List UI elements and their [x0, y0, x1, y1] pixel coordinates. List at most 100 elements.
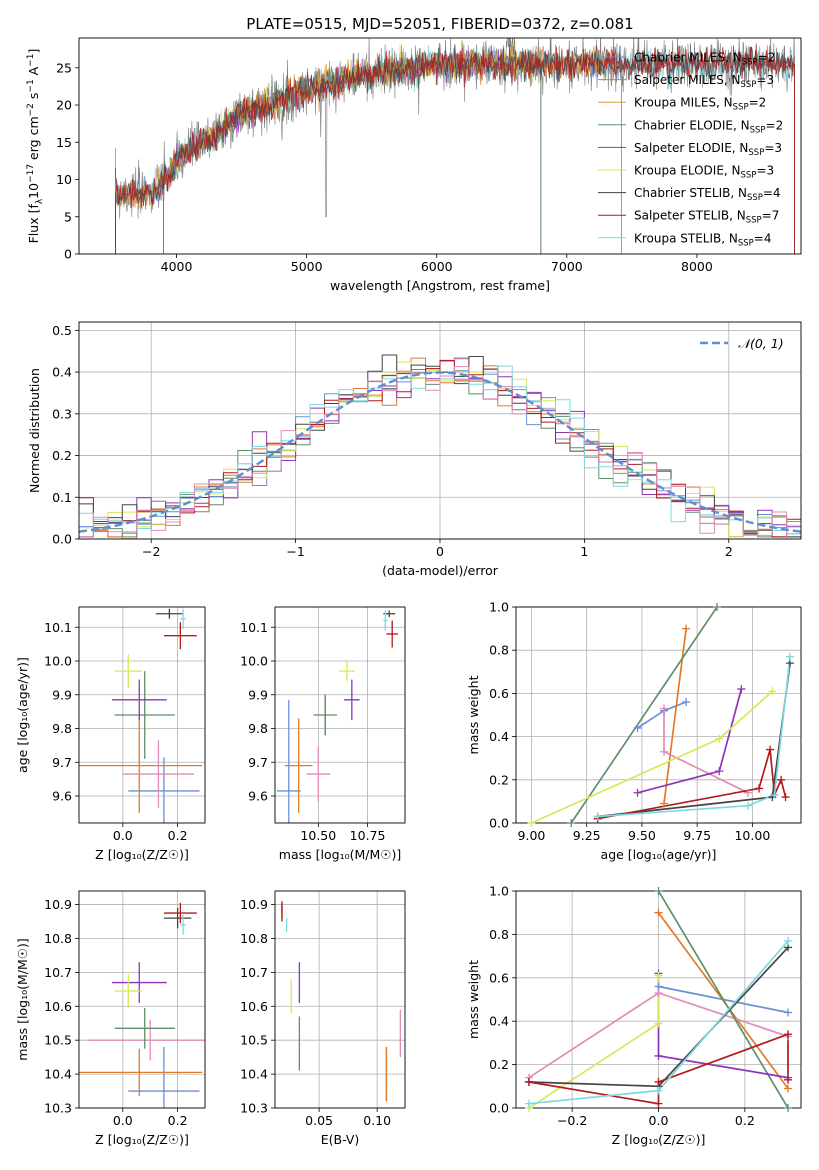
mass-vs-ebv-panel: 0.05 0.10 10.3 10.4 10.5 10.6 10.7 10.8 10.9 E(B-…	[240, 890, 406, 1147]
axes-frame	[274, 890, 406, 1109]
y-label-part: s	[26, 93, 41, 104]
weight-marker	[660, 799, 669, 808]
mass-weight-vs-metallicity-panel: −0.2 0.0 0.2 0.0 0.2 0.4 0.6 0.8 1.0 Z [log₁₀(Z/Z…	[466, 884, 802, 1147]
legend-value: =2	[749, 96, 767, 110]
legend-sub: SSP	[733, 103, 749, 113]
legend-name: Salpeter ELODIE, N	[634, 141, 748, 155]
x-tick-label: 7000	[551, 259, 583, 274]
weight-line-salpeter-stelib	[597, 749, 787, 820]
histogram-salpeter-stelib	[79, 359, 801, 538]
weight-marker	[785, 652, 794, 661]
x-tick-label: 8000	[681, 259, 713, 274]
y-tick-label: 5	[64, 209, 72, 224]
axes-frame	[78, 37, 802, 255]
y-axis-label: Normed distribution	[27, 368, 42, 493]
weight-marker	[766, 745, 775, 754]
legend-name: Kroupa ELODIE, N	[634, 164, 741, 178]
weight-marker	[660, 704, 669, 713]
x-axis-label: age [log₁₀(age/yr)]	[601, 847, 717, 862]
legend-sub: SSP	[748, 148, 764, 158]
y-axis-label: mass weight	[466, 960, 481, 1039]
legend-label: Salpeter STELIB, NSSP=7	[634, 209, 779, 226]
weight-line-kroupa-elodie	[528, 975, 660, 1108]
axes-frame	[515, 606, 802, 824]
plot-area	[79, 608, 203, 823]
weight-marker	[784, 1075, 793, 1084]
legend-value: =2	[758, 51, 776, 65]
legend-name: Chabrier STELIB, N	[634, 186, 747, 200]
legend-value: =3	[756, 73, 774, 87]
weight-marker	[524, 1099, 533, 1108]
y-tick-label: 9.7	[248, 755, 268, 770]
y-tick-label: 10.8	[44, 931, 72, 946]
histogram-pink	[79, 366, 801, 539]
weight-marker	[715, 734, 724, 743]
y-tick-label: 1.0	[489, 600, 509, 615]
y-tick-label: 0.4	[489, 1014, 509, 1029]
y-tick-label: 0.2	[52, 448, 72, 463]
legend-name: Chabrier MILES, N	[634, 51, 742, 65]
legend-value: =4	[763, 186, 781, 200]
x-tick-label: 0.10	[363, 1113, 391, 1128]
y-tick-label: 10.1	[44, 620, 72, 635]
y-tick-label: 10.0	[44, 654, 72, 669]
weight-marker	[743, 788, 752, 797]
y-tick-label: 0.0	[489, 816, 509, 831]
axes-frame	[274, 606, 406, 824]
y-tick-label: 0.0	[489, 1101, 509, 1116]
y-tick-label: 9.9	[52, 687, 72, 702]
legend-value: =3	[764, 141, 782, 155]
y-tick-label: 0.1	[52, 490, 72, 505]
model-line-salpeter-stelib	[115, 43, 795, 208]
y-tick-label: 9.6	[52, 789, 72, 804]
y-tick-label: 0.4	[489, 729, 509, 744]
y-tick-label: 9.9	[248, 687, 268, 702]
gaussian-reference-line	[79, 371, 801, 533]
y-tick-label: 0.5	[52, 323, 72, 338]
x-tick-label: 4000	[161, 259, 193, 274]
x-axis-label: (data-model)/error	[382, 563, 499, 578]
x-axis-label: mass [log₁₀(M/M☉)]	[279, 847, 401, 862]
legend-sub: SSP	[746, 216, 762, 226]
y-tick-label: 10.3	[240, 1101, 268, 1116]
legend-label: Chabrier ELODIE, NSSP=2	[634, 118, 783, 135]
weight-marker	[660, 747, 669, 756]
y-tick-label: 0.6	[489, 970, 509, 985]
plot-area	[79, 354, 801, 539]
weight-line-salpeter-miles	[663, 628, 687, 804]
y-axis-label: Flux [fλ10−17 erg cm−2 s−1 A−1]	[26, 49, 45, 244]
y-tick-label: 10	[56, 172, 72, 187]
weight-line-kroupa-stelib	[597, 656, 791, 818]
legend-name: Kroupa STELIB, N	[634, 231, 738, 245]
legend-sub: SSP	[741, 171, 757, 181]
weight-marker	[567, 819, 576, 827]
weight-marker	[768, 687, 777, 696]
weight-marker	[781, 793, 790, 802]
plot-area	[531, 607, 791, 823]
y-tick-label: 10.5	[44, 1033, 72, 1048]
plot-area	[281, 901, 402, 1102]
y-tick-label: 10.6	[240, 999, 268, 1014]
legend-value: =3	[756, 164, 774, 178]
y-label-part: −2	[26, 103, 36, 116]
x-tick-label: 0.05	[305, 1113, 333, 1128]
x-tick-label: 9.25	[573, 828, 601, 843]
plot-area	[79, 902, 205, 1108]
y-tick-label: 9.7	[52, 755, 72, 770]
y-label-part: ]	[26, 49, 41, 54]
legend-label: Chabrier MILES, NSSP=2	[634, 51, 775, 68]
weight-marker	[784, 1104, 793, 1112]
legend-sub: SSP	[738, 238, 754, 248]
x-tick-label: 0	[436, 544, 444, 559]
weight-marker	[682, 698, 691, 707]
legend-label: Kroupa STELIB, NSSP=4	[634, 231, 772, 248]
y-tick-label: 10.8	[240, 931, 268, 946]
weight-marker	[654, 971, 663, 980]
y-tick-label: 0.6	[489, 686, 509, 701]
y-tick-label: 10.3	[44, 1101, 72, 1116]
x-tick-label: 0.0	[113, 1113, 133, 1128]
weight-marker	[743, 801, 752, 810]
weight-marker	[524, 1077, 533, 1086]
y-tick-label: 10.1	[240, 620, 268, 635]
y-tick-label: 0.4	[52, 365, 72, 380]
